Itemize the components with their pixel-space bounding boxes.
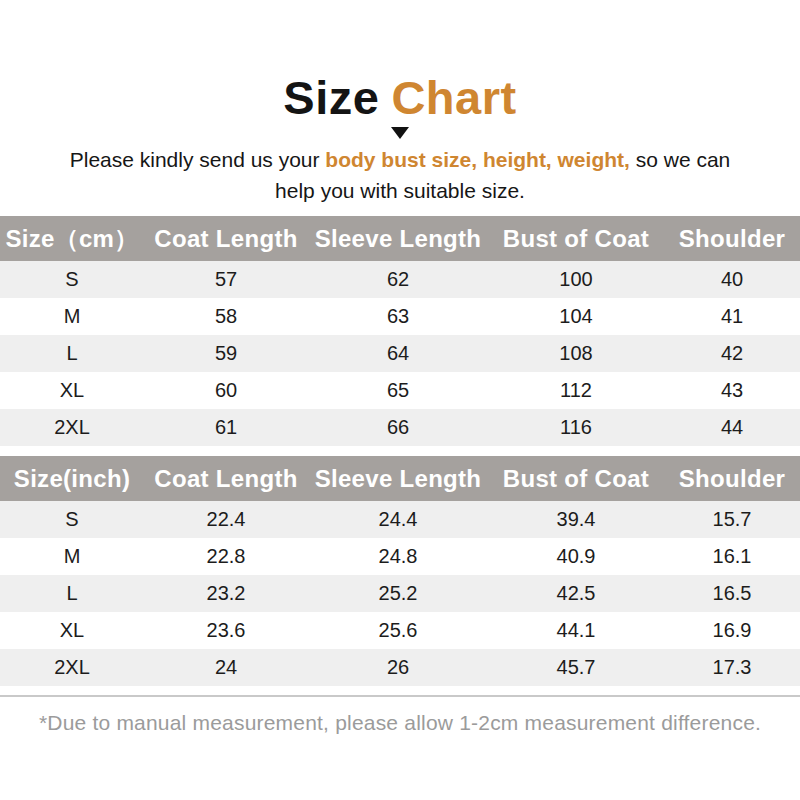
value-cell: 44 bbox=[664, 409, 800, 446]
header-row: Size（cm）Coat LengthSleeve LengthBust of … bbox=[0, 216, 800, 261]
size-cell: M bbox=[0, 538, 144, 575]
header-cell: Size(inch) bbox=[0, 456, 144, 501]
title-word-chart: Chart bbox=[391, 71, 516, 124]
value-cell: 108 bbox=[488, 335, 664, 372]
header-cell: Sleeve Length bbox=[308, 456, 488, 501]
value-cell: 65 bbox=[308, 372, 488, 409]
value-cell: 25.6 bbox=[308, 612, 488, 649]
value-cell: 43 bbox=[664, 372, 800, 409]
value-cell: 42 bbox=[664, 335, 800, 372]
table-row: L23.225.242.516.5 bbox=[0, 575, 800, 612]
size-cm-table: Size（cm）Coat LengthSleeve LengthBust of … bbox=[0, 216, 800, 446]
value-cell: 100 bbox=[488, 261, 664, 298]
value-cell: 16.1 bbox=[664, 538, 800, 575]
value-cell: 22.4 bbox=[144, 501, 308, 538]
size-inch-table: Size(inch)Coat LengthSleeve LengthBust o… bbox=[0, 456, 800, 686]
value-cell: 44.1 bbox=[488, 612, 664, 649]
inch-table-section: Size(inch)Coat LengthSleeve LengthBust o… bbox=[0, 456, 800, 686]
table-row: 2XL242645.717.3 bbox=[0, 649, 800, 686]
size-cell: 2XL bbox=[0, 409, 144, 446]
value-cell: 24.4 bbox=[308, 501, 488, 538]
value-cell: 24.8 bbox=[308, 538, 488, 575]
subtitle: Please kindly send us your body bust siz… bbox=[0, 144, 800, 206]
value-cell: 23.6 bbox=[144, 612, 308, 649]
size-cell: S bbox=[0, 261, 144, 298]
size-cell: S bbox=[0, 501, 144, 538]
divider-line bbox=[0, 695, 800, 697]
value-cell: 26 bbox=[308, 649, 488, 686]
header-cell: Coat Length bbox=[144, 456, 308, 501]
value-cell: 62 bbox=[308, 261, 488, 298]
value-cell: 40.9 bbox=[488, 538, 664, 575]
value-cell: 17.3 bbox=[664, 649, 800, 686]
table-row: S576210040 bbox=[0, 261, 800, 298]
value-cell: 45.7 bbox=[488, 649, 664, 686]
value-cell: 59 bbox=[144, 335, 308, 372]
size-cell: XL bbox=[0, 612, 144, 649]
cm-table-section: Size（cm）Coat LengthSleeve LengthBust of … bbox=[0, 216, 800, 446]
value-cell: 60 bbox=[144, 372, 308, 409]
value-cell: 63 bbox=[308, 298, 488, 335]
table-row: XL23.625.644.116.9 bbox=[0, 612, 800, 649]
header-cell: Sleeve Length bbox=[308, 216, 488, 261]
size-cell: L bbox=[0, 575, 144, 612]
value-cell: 39.4 bbox=[488, 501, 664, 538]
value-cell: 40 bbox=[664, 261, 800, 298]
value-cell: 16.5 bbox=[664, 575, 800, 612]
value-cell: 22.8 bbox=[144, 538, 308, 575]
value-cell: 24 bbox=[144, 649, 308, 686]
size-cell: M bbox=[0, 298, 144, 335]
header-row: Size(inch)Coat LengthSleeve LengthBust o… bbox=[0, 456, 800, 501]
value-cell: 41 bbox=[664, 298, 800, 335]
value-cell: 16.9 bbox=[664, 612, 800, 649]
subtitle-pre: Please kindly send us your bbox=[70, 148, 326, 171]
table-row: XL606511243 bbox=[0, 372, 800, 409]
value-cell: 61 bbox=[144, 409, 308, 446]
table-row: M22.824.840.916.1 bbox=[0, 538, 800, 575]
header-cell: Shoulder bbox=[664, 456, 800, 501]
table-row: 2XL616611644 bbox=[0, 409, 800, 446]
value-cell: 57 bbox=[144, 261, 308, 298]
size-cell: 2XL bbox=[0, 649, 144, 686]
subtitle-highlight: body bust size, height, weight, bbox=[325, 148, 630, 171]
size-cell: L bbox=[0, 335, 144, 372]
value-cell: 15.7 bbox=[664, 501, 800, 538]
value-cell: 112 bbox=[488, 372, 664, 409]
header-cell: Bust of Coat bbox=[488, 456, 664, 501]
triangle-down-icon bbox=[391, 127, 409, 139]
header-cell: Shoulder bbox=[664, 216, 800, 261]
header-cell: Bust of Coat bbox=[488, 216, 664, 261]
value-cell: 64 bbox=[308, 335, 488, 372]
value-cell: 25.2 bbox=[308, 575, 488, 612]
page-title: SizeChart bbox=[0, 0, 800, 121]
header-cell: Coat Length bbox=[144, 216, 308, 261]
table-row: S22.424.439.415.7 bbox=[0, 501, 800, 538]
value-cell: 23.2 bbox=[144, 575, 308, 612]
size-cell: XL bbox=[0, 372, 144, 409]
table-row: M586310441 bbox=[0, 298, 800, 335]
value-cell: 104 bbox=[488, 298, 664, 335]
title-word-size: Size bbox=[283, 71, 379, 124]
table-row: L596410842 bbox=[0, 335, 800, 372]
value-cell: 42.5 bbox=[488, 575, 664, 612]
header-cell: Size（cm） bbox=[0, 216, 144, 261]
subtitle-line2: help you with suitable size. bbox=[275, 179, 525, 202]
value-cell: 116 bbox=[488, 409, 664, 446]
subtitle-post: so we can bbox=[630, 148, 730, 171]
footer-note: *Due to manual measurement, please allow… bbox=[0, 711, 800, 735]
value-cell: 66 bbox=[308, 409, 488, 446]
value-cell: 58 bbox=[144, 298, 308, 335]
